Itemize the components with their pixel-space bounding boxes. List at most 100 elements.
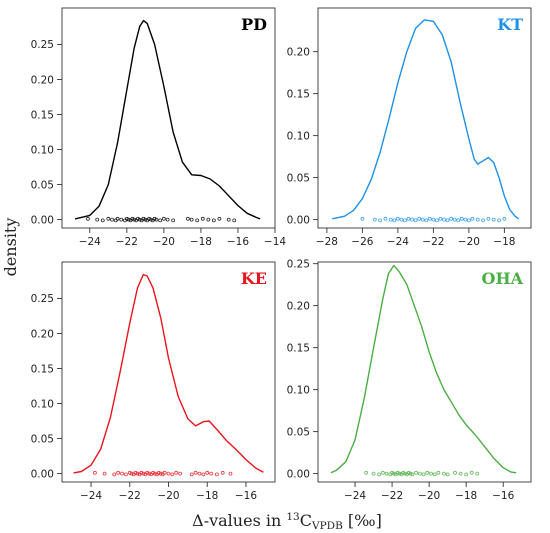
rug-point-kt bbox=[475, 217, 480, 222]
rug-point-kt bbox=[424, 218, 429, 223]
rug-point-kt bbox=[413, 218, 418, 223]
rug-point-pd bbox=[143, 217, 148, 222]
rug-point-kt bbox=[410, 217, 414, 222]
y-tick-label-oha: 0.00 bbox=[287, 468, 310, 480]
rug-point-pd bbox=[152, 216, 157, 221]
rug-point-ke bbox=[153, 471, 157, 476]
rug-point-ke bbox=[93, 470, 97, 475]
x-tick-label-pd: −20 bbox=[153, 236, 175, 248]
rug-point-kt bbox=[491, 217, 496, 222]
density-curve-pd bbox=[74, 19, 261, 220]
rug-point-oha bbox=[469, 470, 474, 475]
x-tick-label-ke: −20 bbox=[157, 490, 179, 502]
panel-label-oha: OHA bbox=[482, 269, 524, 288]
rug-point-kt bbox=[442, 217, 446, 222]
x-tick-label-kt: −20 bbox=[458, 236, 480, 248]
rug-point-pd bbox=[147, 216, 151, 221]
rug-point-ke bbox=[151, 470, 155, 475]
rug-point-ke bbox=[158, 471, 163, 476]
y-tick-label-ke: 0.15 bbox=[31, 363, 54, 375]
y-tick-label-pd: 0.25 bbox=[31, 39, 54, 51]
rug-point-oha bbox=[432, 472, 437, 477]
rug-point-oha bbox=[408, 471, 413, 476]
panel-pd: 0.00 0.05 0.10 0.15 0.20 0.25 −24 −22 −20 −18 −16 −… bbox=[31, 7, 286, 248]
rug-point-pd bbox=[124, 216, 129, 221]
rug-point-kt bbox=[388, 217, 393, 222]
rug-point-oha bbox=[390, 470, 394, 475]
y-tick-label-oha: 0.15 bbox=[287, 342, 310, 354]
rug-point-pd bbox=[161, 216, 166, 221]
y-axis-title: density bbox=[1, 218, 20, 277]
y-tick-label-kt: 0.05 bbox=[287, 172, 310, 184]
x-tick-label-kt: −22 bbox=[422, 236, 444, 248]
y-tick-label-pd: 0.00 bbox=[31, 214, 54, 226]
x-axis-title-main: Δ-values in bbox=[192, 511, 286, 530]
rug-point-pd bbox=[232, 218, 237, 223]
y-tick-label-kt: 0.10 bbox=[287, 130, 310, 142]
rug-point-pd bbox=[189, 217, 194, 222]
rug-point-ke bbox=[201, 472, 206, 477]
rug-point-oha bbox=[364, 470, 369, 475]
rug-point-kt bbox=[395, 216, 400, 221]
x-tick-label-kt: −18 bbox=[493, 236, 515, 248]
rug-point-ke bbox=[215, 472, 219, 477]
rug-point-pd bbox=[115, 216, 120, 221]
rug-point-kt bbox=[431, 217, 436, 222]
y-tick-label-ke: 0.05 bbox=[31, 433, 54, 445]
y-tick-label-ke: 0.20 bbox=[31, 328, 54, 340]
panel-oha: 0.00 0.05 0.10 0.15 0.20 0.25 −24 −22 −20 −18 −16 O… bbox=[287, 258, 532, 502]
rug-point-kt bbox=[481, 218, 485, 223]
rug-point-ke bbox=[124, 472, 128, 477]
rug-point-oha bbox=[475, 471, 480, 476]
rug-point-ke bbox=[228, 471, 233, 476]
rug-point-kt bbox=[435, 218, 439, 223]
rug-point-pd bbox=[130, 216, 135, 221]
y-tick-label-pd: 0.05 bbox=[31, 179, 54, 191]
y-tick-label-ke: 0.25 bbox=[31, 293, 54, 305]
rug-point-pd bbox=[149, 217, 153, 222]
rug-point-ke bbox=[120, 471, 124, 476]
rug-point-kt bbox=[417, 216, 422, 221]
panel-frame-kt bbox=[317, 7, 532, 229]
rug-point-oha bbox=[425, 470, 430, 475]
rug-point-ke bbox=[116, 470, 121, 475]
y-tick-label-ke: 0.10 bbox=[31, 398, 54, 410]
x-axis-title-element: C bbox=[300, 511, 312, 530]
rug-point-kt bbox=[438, 216, 443, 221]
rug-point-ke bbox=[141, 471, 146, 476]
y-tick-label-pd: 0.10 bbox=[31, 144, 54, 156]
y-tick-label-pd: 0.15 bbox=[31, 109, 54, 121]
rug-point-pd bbox=[141, 216, 146, 221]
panel-label-ke: KE bbox=[241, 269, 267, 288]
x-tick-label-ke: −24 bbox=[80, 490, 102, 502]
y-tick-label-kt: 0.00 bbox=[287, 214, 310, 226]
rug-point-pd bbox=[106, 216, 111, 221]
rug-point-kt bbox=[486, 216, 491, 221]
x-axis-title: Δ-values in 13CVPDB [‰] bbox=[192, 511, 382, 532]
x-tick-label-pd: −24 bbox=[79, 236, 101, 248]
x-tick-label-oha: −18 bbox=[455, 490, 477, 502]
rug-point-kt bbox=[383, 216, 388, 221]
x-tick-label-pd: −14 bbox=[264, 236, 286, 248]
rug-point-oha bbox=[464, 472, 469, 477]
rug-point-ke bbox=[209, 471, 214, 476]
rug-point-kt bbox=[449, 216, 454, 221]
rug-point-kt bbox=[392, 218, 397, 223]
rug-point-pd bbox=[86, 216, 90, 221]
rug-point-ke bbox=[147, 471, 152, 476]
rug-point-ke bbox=[139, 470, 144, 475]
rug-point-kt bbox=[466, 218, 471, 223]
y-tick-label-ke: 0.00 bbox=[31, 468, 54, 480]
rug-point-ke bbox=[174, 470, 179, 475]
rug-point-ke bbox=[197, 471, 202, 476]
density-curve-oha bbox=[330, 264, 517, 474]
rug-point-pd bbox=[165, 217, 170, 222]
rug-point-pd bbox=[186, 216, 190, 221]
rug-point-ke bbox=[178, 471, 183, 476]
y-tick-label-oha: 0.05 bbox=[287, 426, 310, 438]
rug-point-kt bbox=[403, 218, 407, 223]
rug-point-oha bbox=[397, 471, 402, 476]
rug-point-kt bbox=[470, 216, 475, 221]
x-tick-label-oha: −20 bbox=[418, 490, 440, 502]
